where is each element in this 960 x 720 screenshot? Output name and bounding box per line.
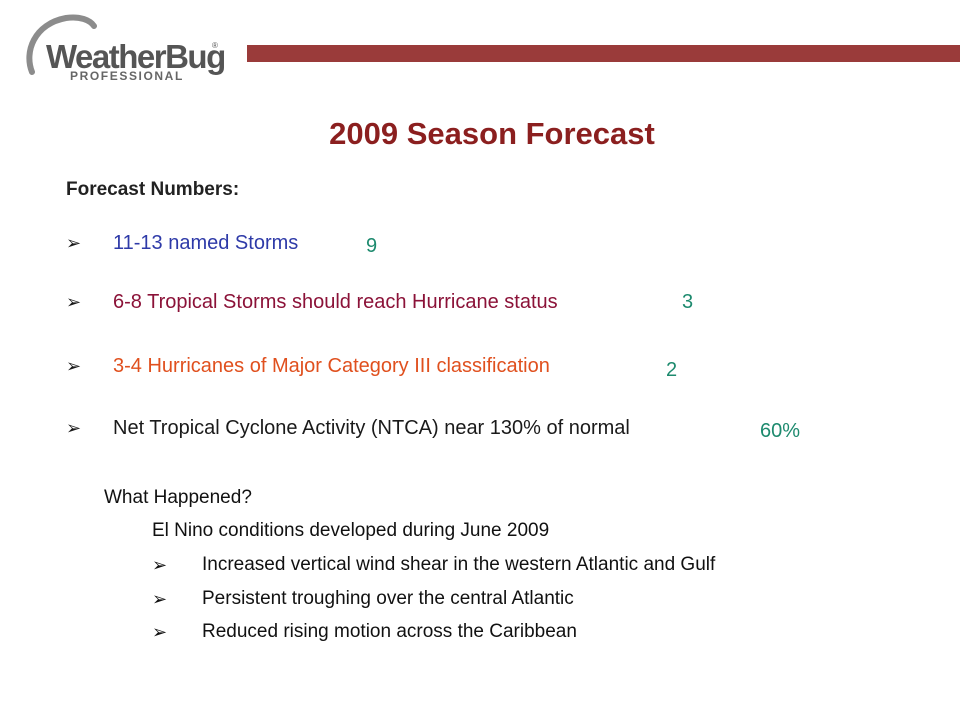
forecast-text: 3-4 Hurricanes of Major Category III cla… [113, 355, 550, 377]
actual-percent: 60% [760, 420, 801, 442]
forecast-text: 6-8 Tropical Storms should reach Hurrica… [113, 291, 558, 313]
logo-arc-icon [26, 14, 97, 75]
section-label: Forecast Numbers: [66, 179, 240, 200]
logo-wordmark: WeatherBug [46, 38, 226, 75]
forecast-text: 11-13 named Storms [113, 232, 299, 254]
arrow-bullet-icon: ➢ [152, 589, 168, 609]
what-happened-text: Increased vertical wind shear in the wes… [202, 554, 716, 575]
arrow-bullet-icon: ➢ [66, 292, 82, 312]
logo-registered-mark: ® [212, 41, 218, 50]
what-happened-text: Persistent troughing over the central At… [202, 588, 574, 609]
arrow-bullet-icon: ➢ [66, 418, 82, 438]
weatherbug-logo: WeatherBug ® PROFESSIONAL [22, 14, 232, 84]
what-happened-text: Reduced rising motion across the Caribbe… [202, 621, 577, 642]
actual-count: 9 [366, 235, 378, 257]
arrow-bullet-icon: ➢ [152, 555, 168, 575]
arrow-bullet-icon: ➢ [66, 356, 82, 376]
what-happened-subheading: El Nino conditions developed during June… [152, 520, 550, 541]
actual-count: 3 [682, 291, 694, 313]
header-bar [247, 45, 960, 62]
forecast-text: Net Tropical Cyclone Activity (NTCA) nea… [113, 417, 630, 439]
what-happened-heading: What Happened? [104, 487, 252, 508]
slide-title: 2009 Season Forecast [329, 116, 655, 151]
actual-count: 2 [666, 359, 678, 381]
logo-subtitle: PROFESSIONAL [70, 69, 184, 83]
arrow-bullet-icon: ➢ [66, 233, 82, 253]
arrow-bullet-icon: ➢ [152, 622, 168, 642]
